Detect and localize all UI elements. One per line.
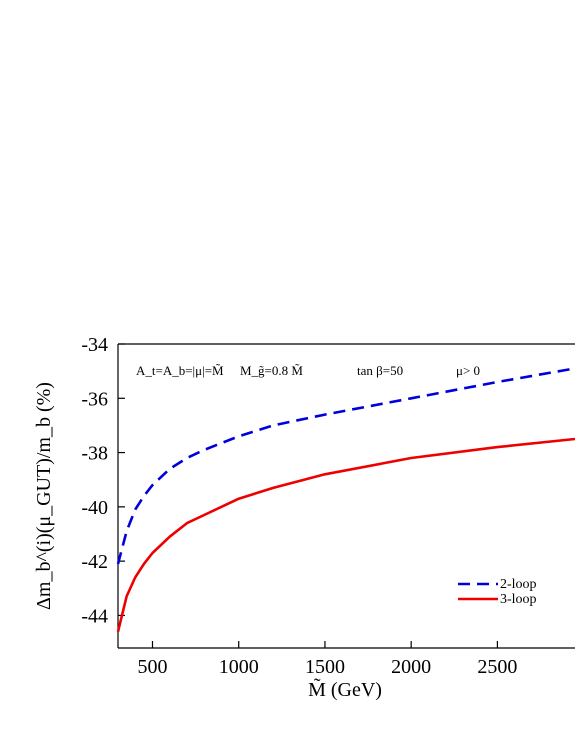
x-tick-label: 2500	[477, 656, 517, 678]
annotation-tan-beta: tan β=50	[357, 363, 403, 378]
series-line-3-loop	[116, 437, 575, 633]
y-tick-label: -42	[81, 551, 108, 573]
annotation-mu-sign: μ> 0	[456, 363, 480, 378]
y-tick-label: -36	[81, 388, 108, 410]
y-tick-label: -40	[81, 497, 108, 519]
x-tick-label: 2000	[391, 656, 431, 678]
y-tick-label: -44	[81, 605, 108, 627]
annotation-gluino-mass: M_g̃=0.8 M̃	[240, 363, 303, 378]
series-layer	[116, 367, 575, 633]
y-axis-label: Δm_b^(i)(μ_GUT)/m_b (%)	[33, 382, 55, 610]
tick-layer: 500 1000 1500 2000 2500 -44 -42 -40 -38 -36 -34	[81, 334, 517, 678]
x-tick-label: 500	[137, 656, 167, 678]
series-line-2-loop	[116, 367, 575, 565]
x-axis-label: M̃ (GeV)	[308, 677, 382, 701]
legend: 2-loop 3-loop	[458, 577, 537, 607]
y-tick-label: -34	[81, 334, 108, 356]
legend-label-3-loop: 3-loop	[500, 592, 537, 607]
x-tick-label: 1500	[305, 656, 345, 678]
y-tick-label: -38	[81, 443, 108, 465]
x-tick-label: 1000	[219, 656, 259, 678]
annotation-a-params: A_t=A_b=|μ|=M̃	[136, 363, 224, 378]
legend-label-2-loop: 2-loop	[500, 577, 537, 592]
